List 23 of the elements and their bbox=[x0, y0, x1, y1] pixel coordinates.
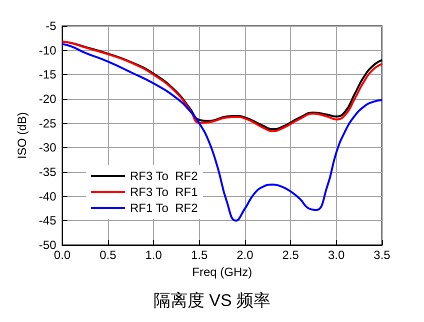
y-axis-title: ISO (dB) bbox=[15, 112, 29, 159]
y-tick-label: -20 bbox=[38, 92, 57, 106]
y-tick-label: -25 bbox=[38, 116, 57, 130]
x-tick-label: 1.0 bbox=[145, 248, 162, 262]
legend-label: RF3 To RF1 bbox=[130, 185, 198, 199]
x-tick-label: 3.5 bbox=[374, 248, 391, 262]
line-series bbox=[61, 43, 383, 222]
legend-label: RF3 To RF2 bbox=[130, 169, 198, 183]
x-tick-label: 3.0 bbox=[328, 248, 345, 262]
legend-label: RF1 To RF2 bbox=[130, 201, 198, 215]
x-tick-label: 1.5 bbox=[190, 248, 208, 262]
x-tick-label: 2.5 bbox=[282, 248, 300, 262]
y-tick-label: -40 bbox=[38, 189, 57, 204]
text: 隔离度 VS 频率 bbox=[153, 291, 271, 310]
y-tick-label: -10 bbox=[38, 43, 57, 58]
y-tick-label: -15 bbox=[38, 68, 57, 82]
y-tick-label: -35 bbox=[38, 165, 57, 179]
x-tick-label: 2.0 bbox=[236, 248, 254, 262]
y-tick-label: -45 bbox=[38, 214, 57, 228]
x-tick-label: 0.5 bbox=[100, 248, 117, 262]
x-axis-title: Freq (GHz) bbox=[192, 264, 252, 279]
y-tick-label: -30 bbox=[38, 140, 57, 155]
y-tick-label: -5 bbox=[46, 19, 57, 33]
